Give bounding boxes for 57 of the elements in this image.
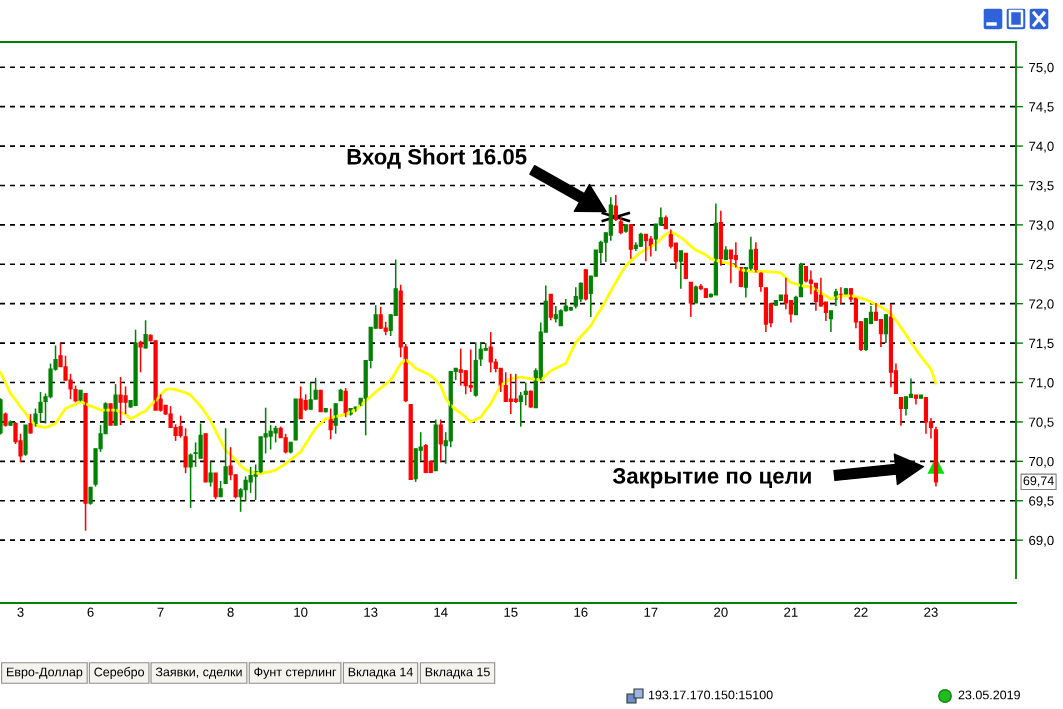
text: Вкладка 15: [425, 667, 490, 679]
candlestick: [113, 383, 118, 426]
x-tick-label: 21: [784, 607, 798, 617]
annotation: Вход Short 16.05: [347, 148, 527, 169]
candlestick: [213, 472, 218, 500]
text: 193.17.170.150:15100: [648, 690, 773, 700]
y-tick-label: 70,0: [1029, 456, 1054, 468]
y-tick-label: 71,5: [1029, 338, 1054, 350]
x-tick-label: 23: [924, 607, 938, 617]
y-tick-label: 73,5: [1029, 181, 1054, 192]
candlestick: [28, 413, 33, 435]
y-tick-label: 71,0: [1029, 378, 1054, 389]
y-tick-label: 72,0: [1029, 299, 1054, 311]
candlestick: [138, 339, 143, 374]
candlestick: [38, 391, 43, 423]
y-tick-label: 75,0: [1029, 62, 1054, 74]
candlestick: [203, 432, 208, 483]
candlestick: [83, 392, 88, 532]
candlestick: [23, 424, 28, 457]
annotation: Закрытие по цели: [612, 468, 811, 489]
candlestick: [778, 294, 783, 302]
candlestick: [183, 427, 188, 474]
y-tick-label: 70,5: [1029, 417, 1054, 429]
y-tick-label: 69,0: [1029, 535, 1054, 547]
candlestick: [468, 348, 473, 393]
candlestick: [108, 403, 113, 426]
x-tick-label: 3: [17, 607, 24, 617]
x-tick-label: 14: [434, 607, 448, 617]
y-tick-label: 74,0: [1029, 141, 1054, 153]
text: Вкладка 14: [348, 667, 413, 679]
candlestick: [33, 407, 38, 428]
x-tick-label: 7: [157, 607, 164, 617]
candlestick: [223, 427, 228, 485]
x-tick-label: 22: [854, 607, 868, 617]
y-tick-label: 73,0: [1029, 220, 1054, 232]
x-tick-label: 10: [294, 607, 308, 617]
text: Евро-Доллар: [7, 667, 83, 679]
x-tick-label: 20: [714, 607, 728, 617]
y-tick-label: 74,5: [1029, 102, 1054, 114]
text: 69,74: [1023, 476, 1054, 487]
text: Заявки, сделки: [155, 667, 242, 679]
text: 23.05.2019: [958, 690, 1020, 700]
text: Серебро: [94, 667, 145, 679]
candlestick: [318, 389, 323, 413]
candlestick: [293, 398, 298, 441]
y-tick-label: 69,5: [1029, 496, 1054, 508]
x-tick-label: 16: [574, 607, 588, 617]
x-tick-label: 6: [87, 607, 94, 617]
x-tick-label: 8: [227, 607, 234, 617]
x-tick-label: 17: [644, 607, 658, 617]
x-tick-label: 15: [504, 607, 518, 617]
candlestick: [188, 452, 193, 509]
x-tick-label: 13: [364, 607, 378, 617]
candlestick: [208, 460, 213, 488]
y-tick-label: 72,5: [1029, 259, 1054, 271]
candlestick: [143, 319, 148, 350]
text: Фунт стерлинг: [254, 667, 337, 679]
